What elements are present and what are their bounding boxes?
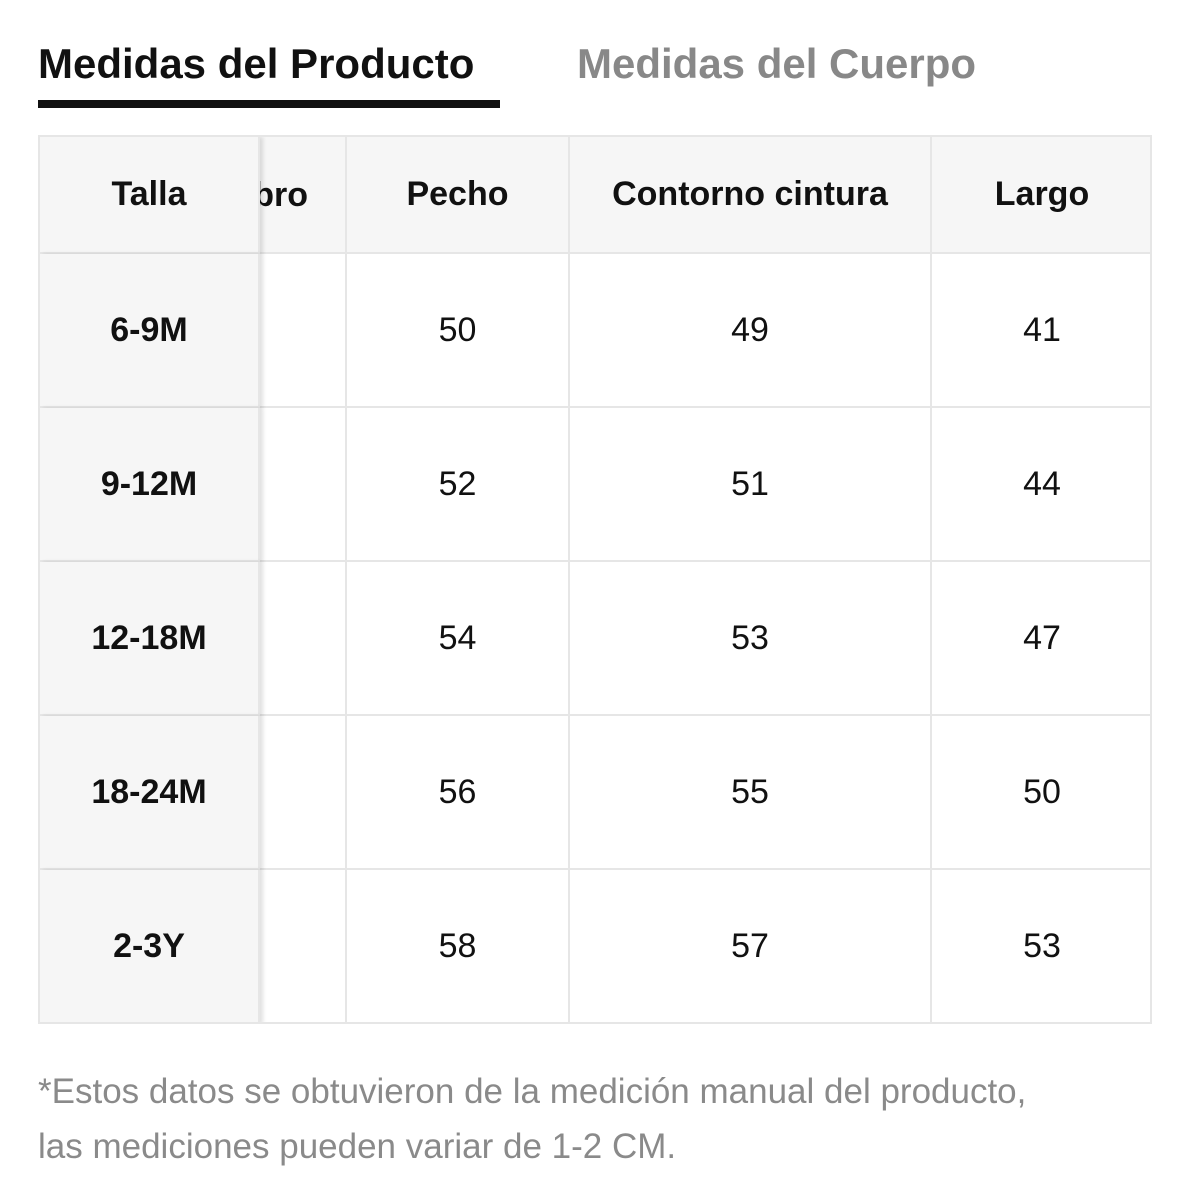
- table-cell: 54: [347, 562, 570, 716]
- size-cell: 12-18M: [40, 562, 260, 716]
- table-cell: 53: [932, 870, 1150, 1022]
- table-cell: 51: [570, 408, 932, 562]
- tab-underline: [38, 100, 500, 108]
- table-cell: 56: [347, 716, 570, 870]
- size-cell: 18-24M: [40, 716, 260, 870]
- header-cell: Pecho: [347, 137, 570, 254]
- table-cell: 50: [932, 716, 1150, 870]
- header-cell: [260, 137, 347, 254]
- size-cell: 6-9M: [40, 254, 260, 408]
- footnote-line: las mediciones pueden variar de 1-2 CM.: [38, 1127, 677, 1166]
- header-cell: Largo: [932, 137, 1150, 254]
- table-cell: [260, 254, 347, 408]
- table-cell: 41: [932, 254, 1150, 408]
- size-table: HombroPechoContorno cinturaLargo50494152…: [38, 135, 1152, 1024]
- table-cell: 53: [570, 562, 932, 716]
- table-cell: 55: [570, 716, 932, 870]
- tab-inactive[interactable]: Medidas del Cuerpo: [577, 40, 977, 87]
- table-cell: [260, 716, 347, 870]
- footnote-line: *Estos datos se obtuvieron de la medició…: [38, 1072, 1027, 1111]
- table-cell: [260, 562, 347, 716]
- size-cell: 2-3Y: [40, 870, 260, 1022]
- tab-active[interactable]: Medidas del Producto: [38, 40, 475, 87]
- header-cell: Talla: [40, 137, 260, 254]
- table-cell: 52: [347, 408, 570, 562]
- table-cell: 50: [347, 254, 570, 408]
- header-cell: Contorno cintura: [570, 137, 932, 254]
- size-cell: 9-12M: [40, 408, 260, 562]
- table-cell: 49: [570, 254, 932, 408]
- table-cell: 58: [347, 870, 570, 1022]
- table-cell: [260, 408, 347, 562]
- table-cell: 57: [570, 870, 932, 1022]
- table-cell: 44: [932, 408, 1150, 562]
- table-cell: 47: [932, 562, 1150, 716]
- table-cell: [260, 870, 347, 1022]
